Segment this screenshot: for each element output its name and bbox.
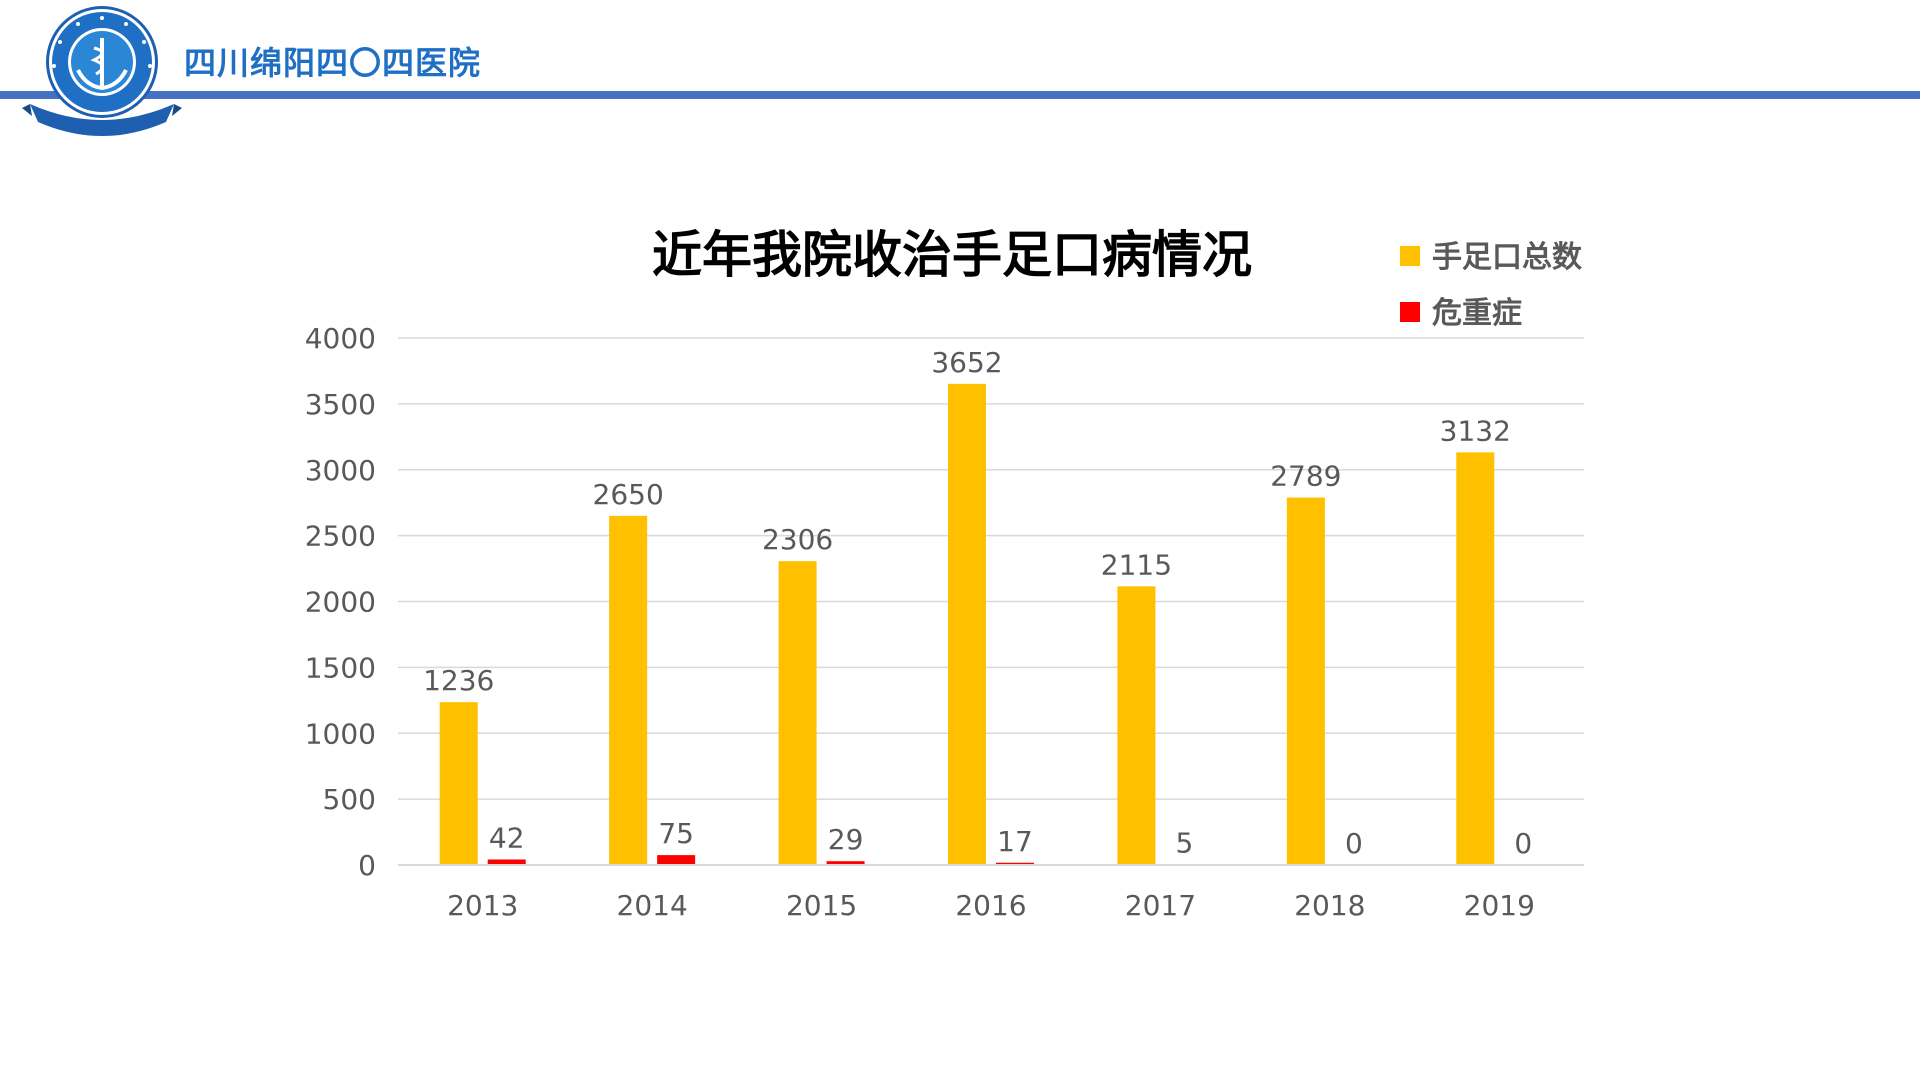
y-tick-label: 3000 [305,454,376,487]
hospital-logo [22,4,182,140]
bar-total [778,561,817,865]
x-tick-label: 2017 [1125,889,1196,922]
data-label-severe: 29 [828,823,864,856]
data-label-severe: 75 [658,817,694,850]
chart-title: 近年我院收治手足口病情况 [652,226,1252,284]
data-label-total: 2115 [1101,548,1172,581]
bar-total [609,515,648,865]
bar-severe [657,855,696,865]
data-label-total: 2306 [762,523,833,556]
legend-label-total: 手足口总数 [1432,240,1583,275]
data-label-total: 1236 [423,664,494,697]
y-tick-label: 1000 [305,717,376,750]
bar-severe [487,859,526,865]
data-label-severe: 42 [489,821,525,854]
x-tick-label: 2018 [1294,889,1365,922]
data-label-severe: 5 [1176,826,1194,859]
x-tick-label: 2019 [1464,889,1535,922]
data-label-total: 2789 [1270,460,1341,493]
data-label-total: 3652 [931,346,1002,379]
y-tick-label: 3500 [305,388,376,421]
data-label-severe: 17 [997,825,1033,858]
bar-total [948,383,986,865]
x-tick-label: 2013 [447,889,518,922]
bar-total [439,702,478,865]
y-tick-label: 2000 [305,586,376,619]
bar-severe [826,861,865,865]
hospital-logo-graphic [22,6,182,136]
bar-total [1286,497,1325,865]
y-tick-label: 0 [358,849,376,882]
x-tick-label: 2015 [786,889,857,922]
x-tick-label: 2016 [955,889,1026,922]
legend-swatch-severe [1400,302,1420,322]
y-tick-label: 1500 [305,651,376,684]
data-label-severe: 0 [1514,827,1532,860]
y-tick-label: 500 [323,783,376,816]
data-label-total: 2650 [593,478,664,511]
bar-total [1456,452,1495,865]
hospital-name: 四川绵阳四〇四医院 [184,44,482,82]
x-tick-label: 2014 [617,889,688,922]
data-label-total: 3132 [1440,414,1511,447]
data-label-severe: 0 [1345,827,1363,860]
y-tick-label: 4000 [305,322,376,355]
y-tick-label: 2500 [305,520,376,553]
legend-swatch-total [1400,246,1420,266]
bar-total [1117,586,1156,865]
legend-label-severe: 危重症 [1432,296,1522,331]
bar-severe [996,862,1034,865]
header-accent-bar [0,91,1920,99]
